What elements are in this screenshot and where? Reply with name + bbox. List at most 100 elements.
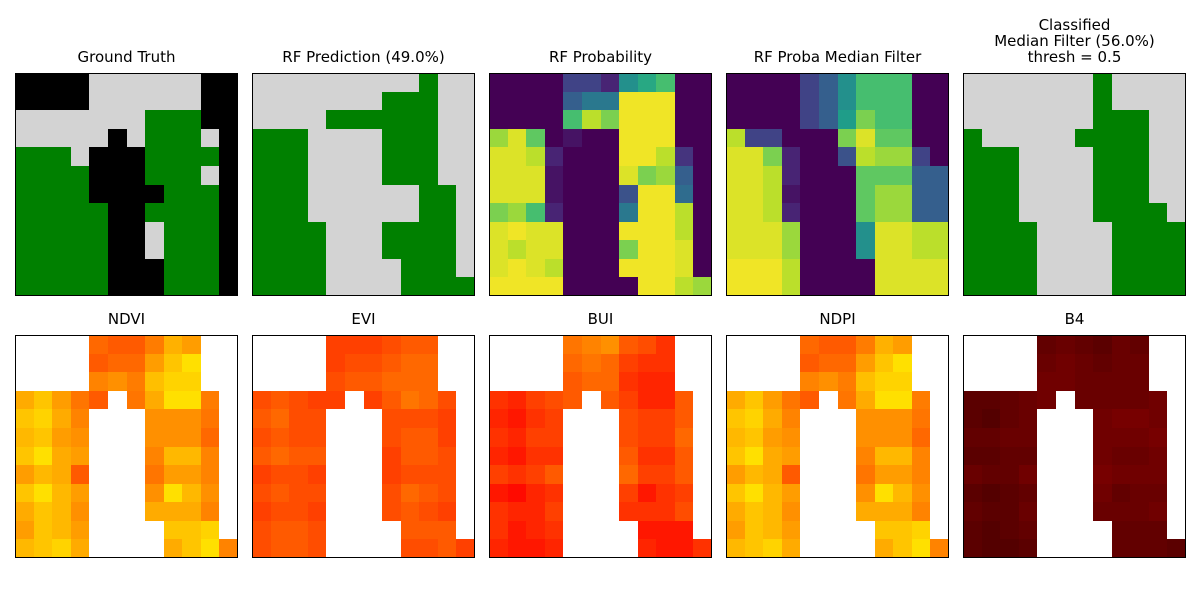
heatmap-cell <box>526 128 545 148</box>
heatmap-cell <box>674 409 694 428</box>
heatmap-cell <box>674 258 694 278</box>
heatmap-cell <box>893 372 912 391</box>
heatmap-cell <box>33 427 53 447</box>
heatmap-cell <box>763 240 782 259</box>
heatmap-cell <box>344 91 364 111</box>
heatmap-cell <box>1055 277 1075 296</box>
heatmap-cell <box>1148 258 1168 278</box>
heatmap-cell <box>1018 277 1038 296</box>
heatmap-cell <box>637 277 657 296</box>
heatmap-panel: RF Proba Median Filter <box>726 49 949 296</box>
heatmap-cell <box>456 446 475 466</box>
heatmap-cell <box>763 390 782 410</box>
heatmap-cell <box>744 409 764 428</box>
heatmap-cell <box>52 372 71 391</box>
heatmap-cell <box>563 128 582 148</box>
heatmap-cell <box>1093 277 1112 296</box>
heatmap-cell <box>15 520 34 540</box>
heatmap-cell <box>800 372 819 391</box>
heatmap-cell <box>781 483 801 503</box>
heatmap-cell <box>563 91 582 111</box>
heatmap-cell <box>619 427 638 447</box>
heatmap-cell <box>637 258 657 278</box>
heatmap-cell <box>307 91 327 111</box>
heatmap-cell <box>544 372 564 391</box>
heatmap-cell <box>726 91 745 111</box>
heatmap-cell <box>400 539 420 558</box>
panel-title: B4 <box>1064 310 1085 328</box>
heatmap-cell <box>744 353 764 373</box>
heatmap-cell <box>344 221 364 241</box>
heatmap-panel: Classified Median Filter (56.0%) thresh … <box>963 17 1186 296</box>
heatmap-cell <box>781 335 801 354</box>
heatmap-cell <box>693 184 712 204</box>
heatmap-cell <box>489 372 508 391</box>
heatmap-cell <box>126 539 146 558</box>
heatmap-cell <box>507 258 527 278</box>
heatmap-cell <box>637 446 657 466</box>
heatmap-cell <box>200 240 220 259</box>
heatmap-cell <box>600 335 620 354</box>
heatmap-cell <box>563 465 582 484</box>
heatmap-cell <box>600 520 620 540</box>
heatmap-cell <box>107 483 127 503</box>
heatmap-cell <box>693 277 712 296</box>
heatmap-cell <box>1148 446 1168 466</box>
heatmap-cell <box>400 502 420 521</box>
heatmap-cell <box>1167 128 1186 148</box>
heatmap-cell <box>382 73 401 92</box>
heatmap-cell <box>526 203 545 222</box>
heatmap-cell <box>1111 353 1131 373</box>
heatmap-cell <box>182 240 201 259</box>
heatmap-cell <box>126 165 146 185</box>
heatmap-cell <box>437 128 457 148</box>
heatmap-cell <box>489 91 508 111</box>
heatmap-cell <box>107 409 127 428</box>
heatmap-cell <box>911 258 931 278</box>
heatmap-cell <box>726 258 745 278</box>
panel-title: BUI <box>587 310 614 328</box>
heatmap-cell <box>1111 203 1131 222</box>
heatmap-cell <box>674 446 694 466</box>
heatmap-cell <box>637 184 657 204</box>
heatmap-cell <box>363 258 383 278</box>
heatmap-cell <box>581 502 601 521</box>
heatmap-cell <box>219 277 238 296</box>
heatmap-cell <box>163 335 183 354</box>
heatmap-cell <box>1018 221 1038 241</box>
heatmap-cell <box>1018 539 1038 558</box>
heatmap-cell <box>33 165 53 185</box>
heatmap-cell <box>1055 73 1075 92</box>
heatmap-cell <box>456 427 475 447</box>
heatmap-cell <box>1093 372 1112 391</box>
heatmap-cell <box>726 390 745 410</box>
heatmap-cell <box>600 409 620 428</box>
heatmap-cell <box>656 91 675 111</box>
heatmap-cell <box>837 147 857 166</box>
heatmap-cell <box>874 147 894 166</box>
heatmap-cell <box>1074 165 1094 185</box>
heatmap-cell <box>726 128 745 148</box>
heatmap-cell <box>1167 539 1186 558</box>
heatmap-cell <box>581 427 601 447</box>
heatmap-cell <box>1074 353 1094 373</box>
heatmap-cell <box>856 520 875 540</box>
heatmap-cell <box>563 147 582 166</box>
heatmap-cell <box>1000 390 1019 410</box>
heatmap-grid <box>15 335 238 558</box>
heatmap-cell <box>674 73 694 92</box>
heatmap-cell <box>419 446 438 466</box>
heatmap-cell <box>326 221 345 241</box>
heatmap-cell <box>507 277 527 296</box>
heatmap-cell <box>400 165 420 185</box>
heatmap-cell <box>437 258 457 278</box>
heatmap-cell <box>107 520 127 540</box>
heatmap-cell <box>693 203 712 222</box>
heatmap-cell <box>507 390 527 410</box>
heatmap-cell <box>930 110 949 129</box>
heatmap-cell <box>1000 110 1019 129</box>
heatmap-cell <box>656 446 675 466</box>
heatmap-cell <box>600 73 620 92</box>
heatmap-cell <box>874 372 894 391</box>
heatmap-cell <box>963 221 982 241</box>
